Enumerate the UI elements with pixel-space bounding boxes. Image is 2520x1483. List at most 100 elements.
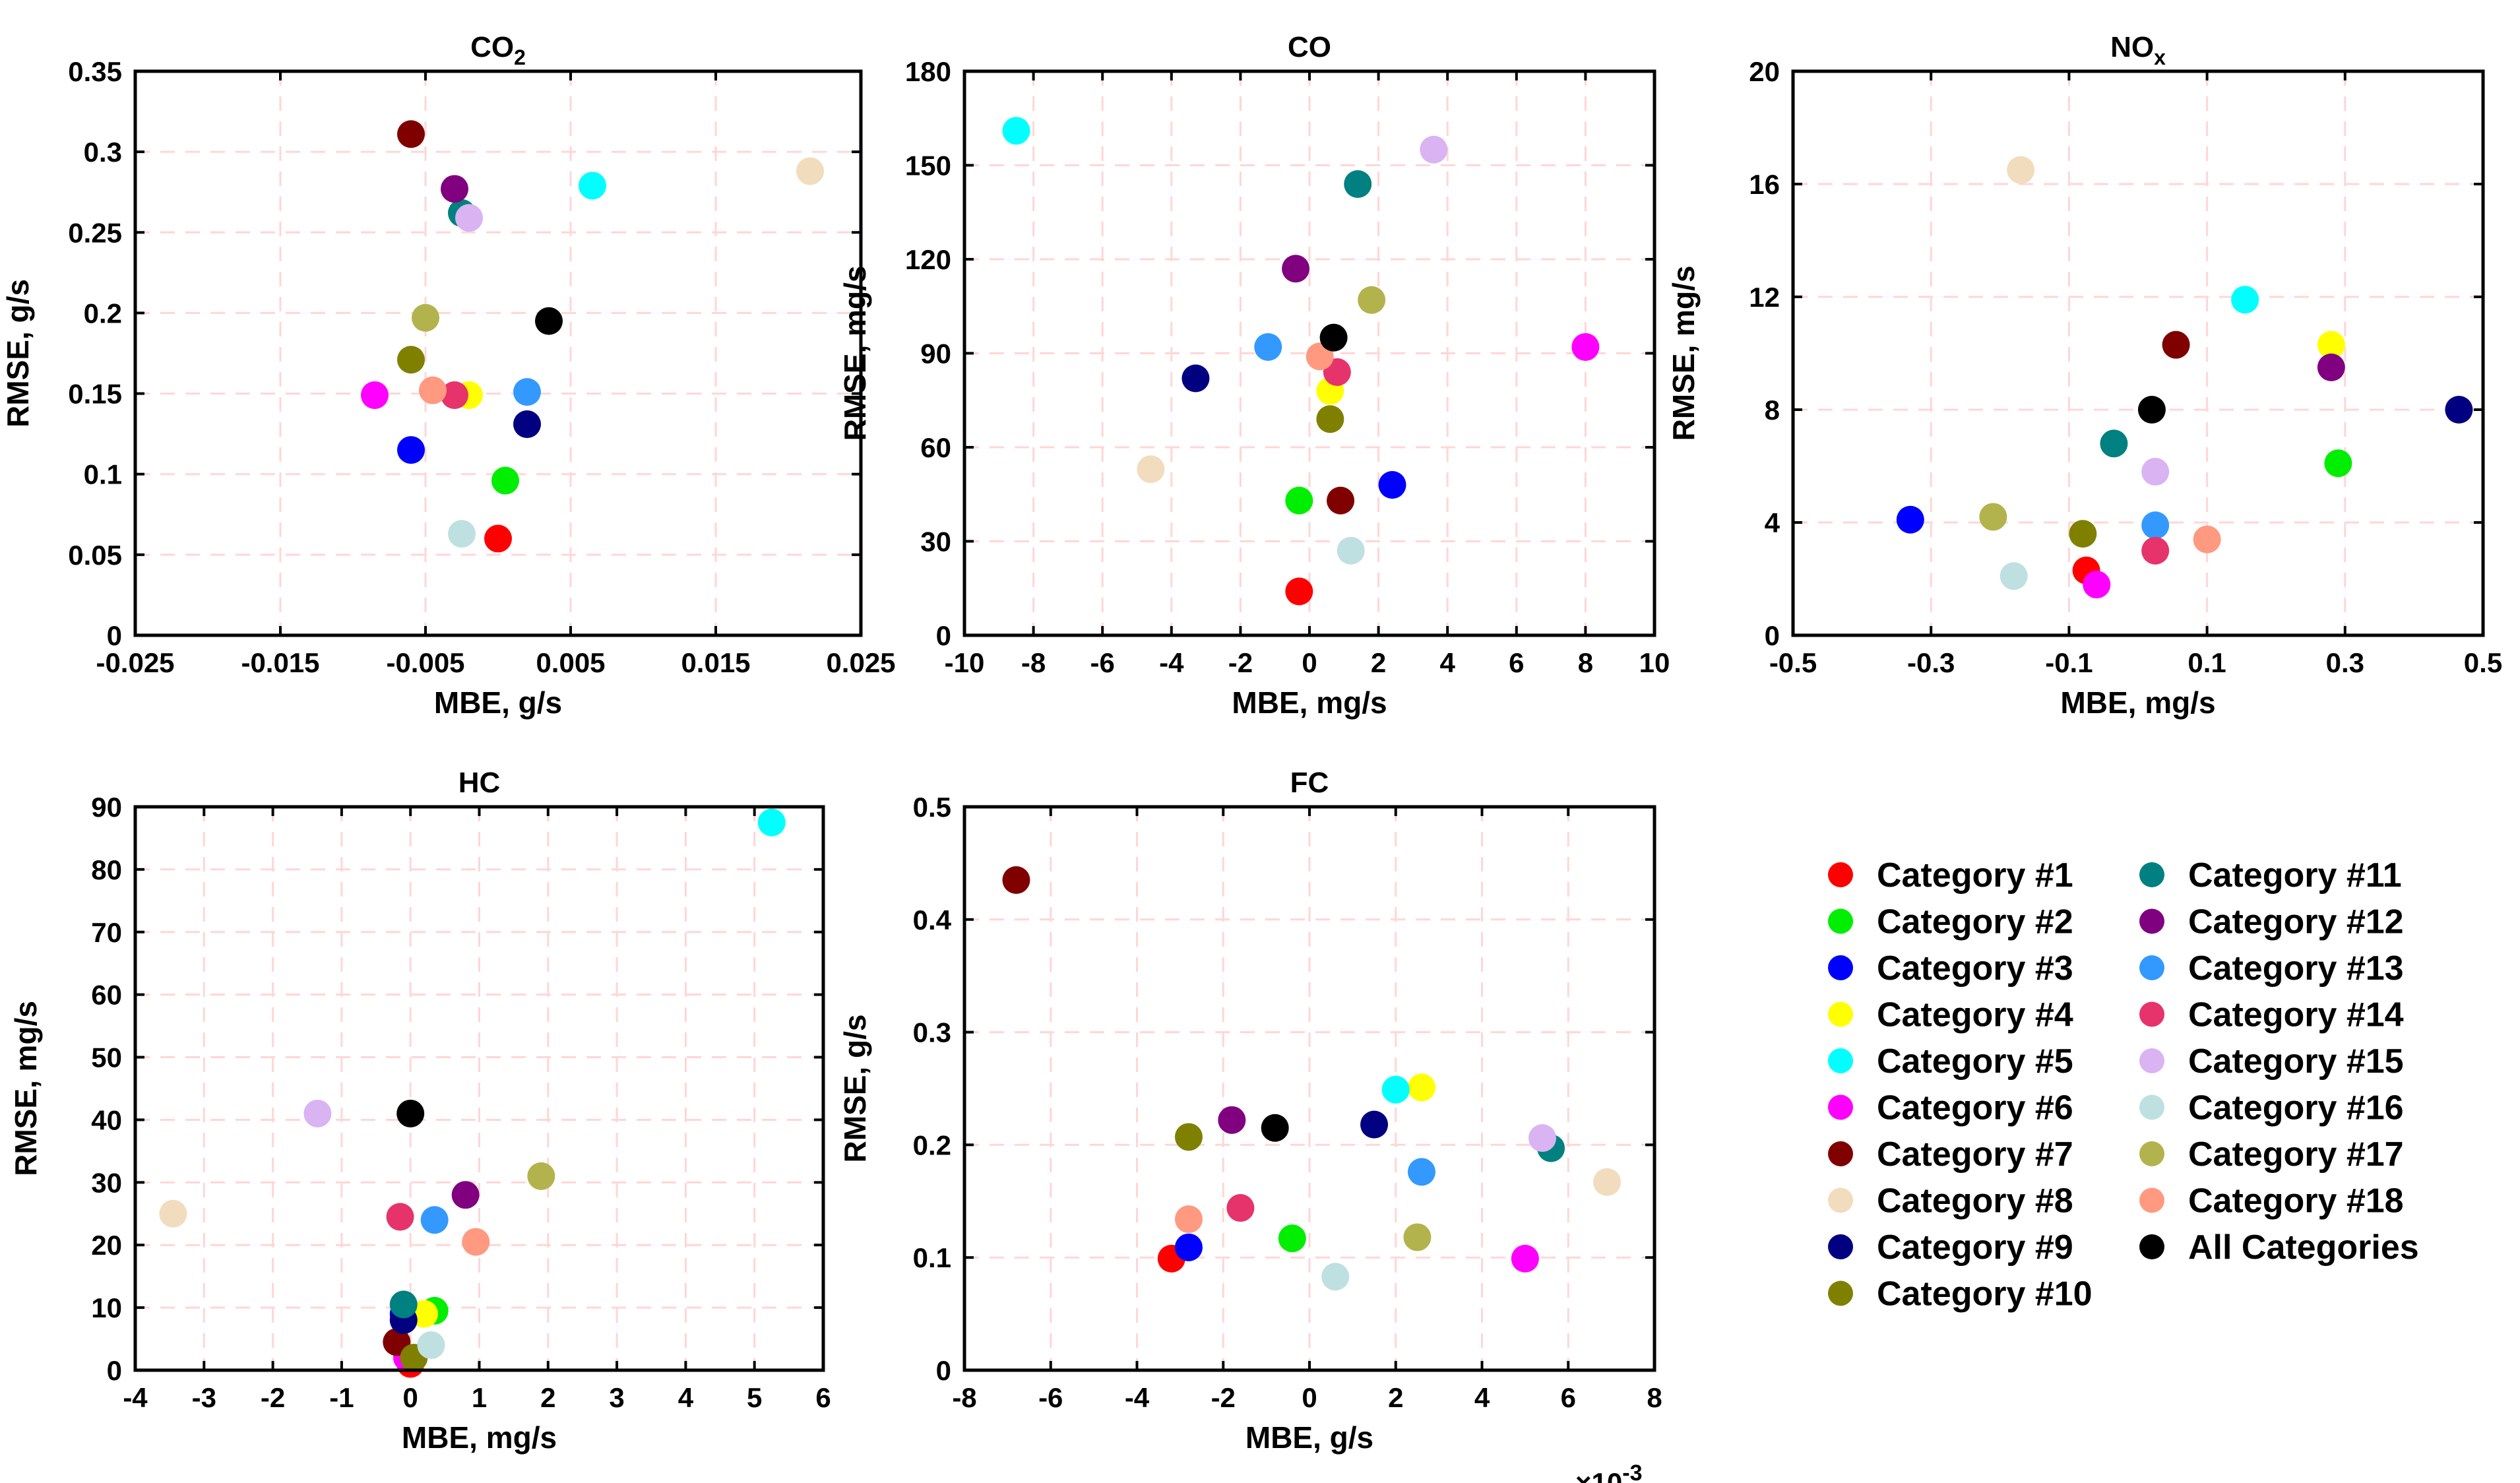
data-point-category-6 xyxy=(1571,333,1600,361)
chart-title: CO2 xyxy=(470,31,526,69)
data-point-category-11 xyxy=(1344,170,1372,198)
data-point-category-12 xyxy=(1218,1106,1246,1134)
x-tick-label: 10 xyxy=(1639,647,1670,678)
data-point-category-10 xyxy=(397,346,425,374)
legend-label: Category #3 xyxy=(1877,949,2073,988)
data-point-category-12 xyxy=(441,175,468,203)
y-tick-label: 20 xyxy=(91,1230,122,1261)
plot-frame xyxy=(133,805,825,1372)
data-point-category-10 xyxy=(2069,520,2097,548)
data-point-category-8 xyxy=(1593,1168,1622,1196)
y-axis-label: RMSE, mg/s xyxy=(9,1001,43,1176)
x-tick-label: -4 xyxy=(1125,1382,1150,1413)
x-tick-label: -0.015 xyxy=(241,647,319,678)
data-point-category-9 xyxy=(1360,1110,1389,1139)
data-point-category-8 xyxy=(1137,455,1165,484)
y-axis-label: RMSE, g/s xyxy=(838,1015,872,1163)
data-point-category-2 xyxy=(2324,449,2352,478)
x-tick-label: 4 xyxy=(678,1382,694,1413)
legend-label: Category #1 xyxy=(1877,856,2073,895)
data-point-category-14 xyxy=(441,381,468,410)
chart-title: FC xyxy=(1290,767,1329,799)
plot-frame xyxy=(962,69,1656,637)
legend-marker xyxy=(2139,1048,2164,1073)
x-tick-label: -0.5 xyxy=(1769,647,1817,678)
legend-marker xyxy=(1828,1001,1853,1027)
data-point-category-4 xyxy=(2317,331,2345,359)
data-point-category-9 xyxy=(1181,364,1210,393)
data-point-category-16 xyxy=(2000,562,2028,590)
data-point-all-categories xyxy=(2137,396,2166,424)
y-tick-label: 0 xyxy=(936,620,951,651)
legend-label: Category #7 xyxy=(1877,1135,2073,1174)
legend-label: Category #15 xyxy=(2188,1042,2404,1081)
y-tick-label: 150 xyxy=(905,150,951,181)
legend-marker xyxy=(1828,1048,1853,1073)
x-tick-label: 8 xyxy=(1647,1382,1662,1413)
x-tick-label: 0 xyxy=(403,1382,418,1413)
y-tick-label: 0.35 xyxy=(68,56,122,87)
y-tick-label: 90 xyxy=(91,792,122,823)
x-axis-label: MBE, g/s xyxy=(1245,1420,1373,1455)
y-tick-label: 20 xyxy=(1749,56,1780,87)
x-tick-label: 4 xyxy=(1440,647,1456,678)
legend-marker xyxy=(2139,862,2164,887)
y-axis-label: RMSE, mg/s xyxy=(838,266,872,441)
y-axis-label: RMSE, g/s xyxy=(1,279,35,427)
data-point-all-categories xyxy=(1261,1114,1289,1142)
x-tick-label: 0 xyxy=(1302,647,1317,678)
x-tick-label: -0.1 xyxy=(2045,647,2093,678)
data-point-category-17 xyxy=(412,303,439,332)
x-tick-label: -2 xyxy=(1228,647,1253,678)
data-point-category-12 xyxy=(451,1181,480,1209)
x-tick-label: 4 xyxy=(1474,1382,1490,1413)
data-point-category-15 xyxy=(1420,135,1448,164)
data-point-category-6 xyxy=(1511,1244,1539,1273)
x-tick-label: -2 xyxy=(1211,1382,1236,1413)
data-point-category-17 xyxy=(1403,1223,1432,1251)
data-point-category-12 xyxy=(2317,353,2345,381)
y-tick-label: 180 xyxy=(905,56,951,87)
legend-marker xyxy=(1828,955,1853,980)
y-tick-label: 40 xyxy=(91,1104,122,1135)
y-tick-label: 0 xyxy=(1765,620,1780,651)
y-tick-label: 30 xyxy=(91,1167,122,1198)
data-point-category-6 xyxy=(2083,571,2111,599)
y-tick-label: 0.2 xyxy=(913,1129,951,1160)
legend-marker xyxy=(1828,1280,1853,1306)
x-tick-label: 5 xyxy=(747,1382,762,1413)
data-point-category-5 xyxy=(1002,117,1030,145)
data-point-category-17 xyxy=(1358,286,1386,314)
y-tick-label: 90 xyxy=(920,338,951,369)
y-tick-label: 0.1 xyxy=(913,1242,951,1273)
y-tick-label: 0 xyxy=(107,620,122,651)
data-point-category-5 xyxy=(757,808,786,836)
x-tick-label: -8 xyxy=(1021,647,1046,678)
y-tick-label: 50 xyxy=(91,1042,122,1073)
legend-label: Category #17 xyxy=(2188,1135,2404,1174)
y-tick-label: 0.2 xyxy=(84,298,122,329)
data-point-category-15 xyxy=(303,1099,332,1127)
y-tick-label: 0.25 xyxy=(68,217,122,248)
data-point-category-16 xyxy=(417,1331,445,1360)
data-point-category-11 xyxy=(389,1290,418,1319)
data-point-category-5 xyxy=(2231,286,2259,314)
x-tick-label: 0.5 xyxy=(2464,647,2502,678)
plot-frame xyxy=(1791,69,2485,637)
data-point-category-3 xyxy=(1378,471,1406,499)
data-point-category-9 xyxy=(2445,396,2473,424)
chart-hc: -4 -3 -2 -1 0 1 2 3 4 5 60102030405060708090HCMBE,… xyxy=(9,767,831,1455)
legend-marker xyxy=(2139,955,2164,980)
x-axis-label: MBE, mg/s xyxy=(2060,685,2215,720)
x-tick-label: -0.005 xyxy=(386,647,464,678)
x-axis-multiplier: ×10-3 xyxy=(1575,1461,1642,1483)
data-point-category-13 xyxy=(1254,333,1282,361)
x-tick-label: -0.025 xyxy=(96,647,174,678)
legend-label: Category #4 xyxy=(1877,996,2073,1034)
y-tick-label: 0.1 xyxy=(84,459,122,490)
x-tick-label: -6 xyxy=(1038,1382,1063,1413)
data-point-all-categories xyxy=(1319,323,1348,352)
chart-nox: -0.5 -0.3 -0.1 0.1 0.3 0.5 0 4 8 12 16 20 NOx MBE, mg… xyxy=(1666,31,2502,720)
data-point-category-2 xyxy=(491,466,519,495)
data-point-category-18 xyxy=(2193,525,2221,553)
